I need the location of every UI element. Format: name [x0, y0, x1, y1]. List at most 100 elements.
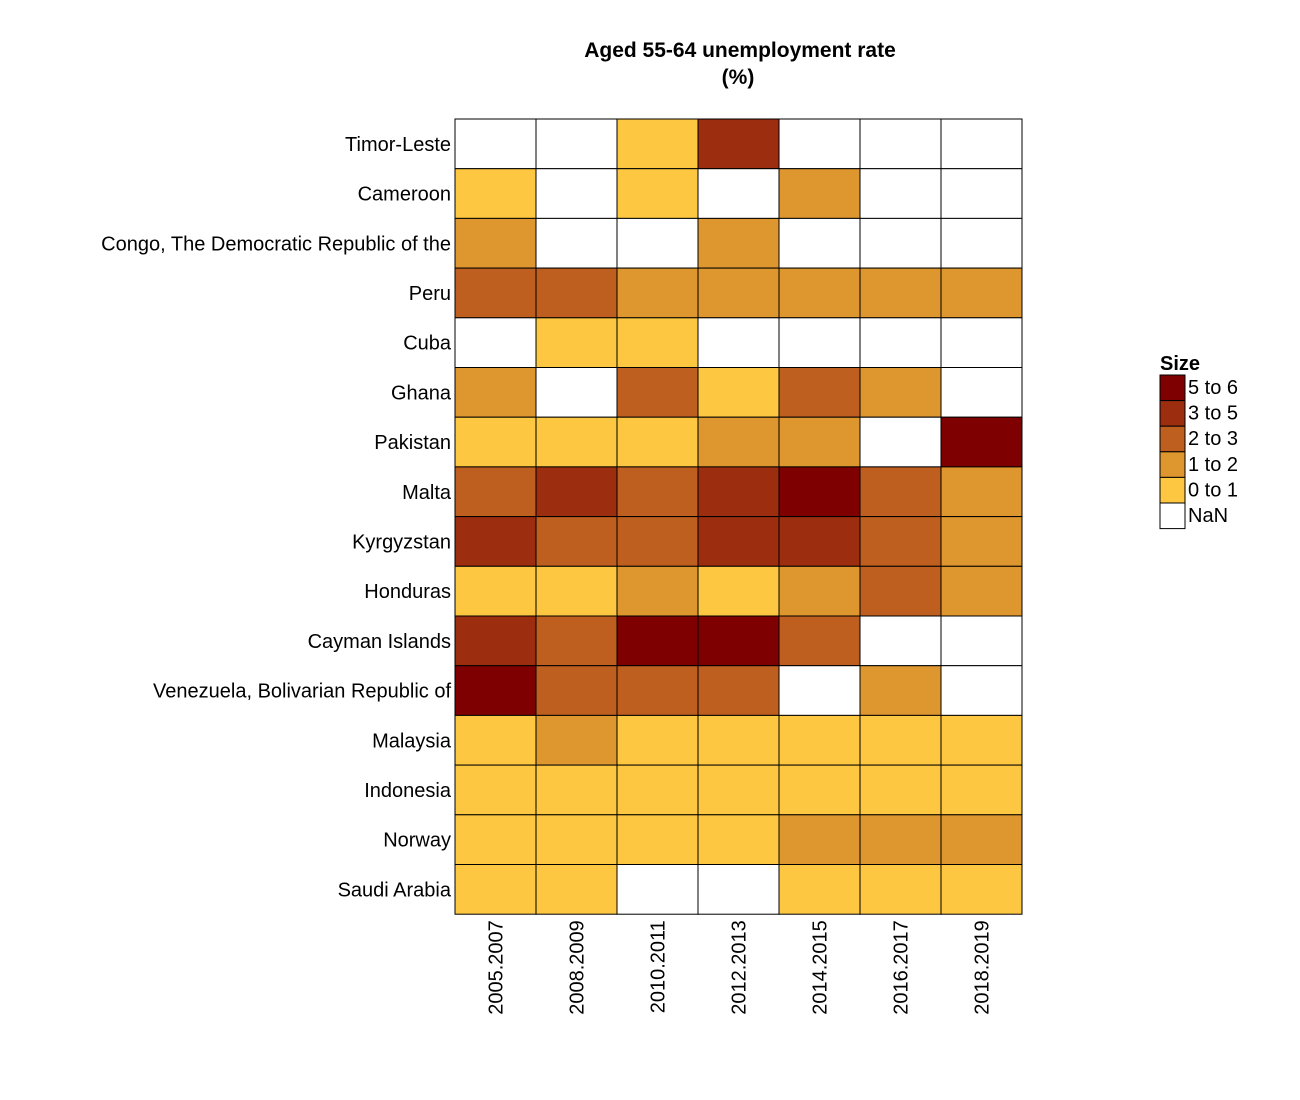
heatmap-cell — [940, 565, 1023, 617]
legend-label: 0 to 1 — [1188, 479, 1238, 501]
heatmap-cell — [454, 814, 537, 865]
heatmap-cell — [454, 714, 537, 766]
heatmap-cell — [535, 864, 618, 915]
heatmap-cell — [454, 168, 537, 219]
heatmap-cell — [616, 416, 699, 468]
heatmap-cell — [454, 665, 537, 716]
heatmap-cell — [697, 814, 780, 865]
row-label: Saudi Arabia — [338, 879, 452, 901]
heatmap-cell — [697, 416, 780, 468]
heatmap-cell — [697, 864, 780, 915]
legend-label: 5 to 6 — [1188, 377, 1238, 399]
heatmap-cell — [940, 864, 1023, 915]
heatmap-cell — [778, 267, 861, 319]
heatmap-cell — [859, 615, 942, 667]
legend-swatch — [1159, 400, 1186, 427]
heatmap-cell — [859, 814, 942, 865]
legend: Size 5 to 6 3 to 5 2 to 3 1 to 2 0 to 1 NaN — [1159, 353, 1238, 530]
row-label: Norway — [383, 830, 451, 852]
heatmap-cell — [616, 665, 699, 716]
column-label: 2005.2007 — [486, 920, 508, 1015]
row-label: Cuba — [403, 333, 452, 355]
heatmap-cell — [778, 665, 861, 716]
heatmap-cell — [454, 317, 537, 368]
heatmap-cell — [697, 466, 780, 518]
heatmap-cell — [859, 665, 942, 716]
chart-title: Aged 55-64 unemployment rate — [584, 39, 896, 62]
heatmap-cell — [454, 764, 537, 816]
legend-swatch — [1159, 451, 1186, 478]
heatmap-cell — [535, 416, 618, 468]
heatmap-cell — [454, 565, 537, 617]
heatmap-cell — [616, 317, 699, 368]
heatmap-cell — [697, 168, 780, 219]
row-label: Peru — [409, 283, 451, 305]
row-label: Timor-Leste — [345, 134, 451, 156]
heatmap-cell — [778, 168, 861, 219]
heatmap-cell — [535, 367, 618, 418]
heatmap-cell — [778, 118, 861, 170]
heatmap-cell — [940, 267, 1023, 319]
heatmap-cell — [535, 565, 618, 617]
heatmap-cell — [940, 466, 1023, 518]
heatmap-cell — [859, 864, 942, 915]
heatmap-cell — [940, 516, 1023, 567]
heatmap-cells — [454, 118, 1023, 915]
heatmap-cell — [859, 714, 942, 766]
heatmap-cell — [535, 466, 618, 518]
heatmap-cell — [535, 317, 618, 368]
heatmap-cell — [535, 516, 618, 567]
heatmap-cell — [535, 814, 618, 865]
row-label: Honduras — [364, 581, 451, 603]
heatmap-cell — [940, 168, 1023, 219]
heatmap-cell — [859, 516, 942, 567]
row-label: Cameroon — [358, 184, 451, 206]
column-label: 2018.2019 — [972, 920, 994, 1015]
row-label: Kyrgyzstan — [352, 531, 451, 553]
heatmap-cell — [454, 118, 537, 170]
heatmap-cell — [454, 217, 537, 269]
heatmap-cell — [697, 516, 780, 567]
heatmap-cell — [778, 217, 861, 269]
heatmap-cell — [616, 168, 699, 219]
legend-swatch — [1159, 374, 1186, 402]
heatmap-cell — [859, 267, 942, 319]
heatmap-cell — [616, 367, 699, 418]
heatmap-cell — [778, 516, 861, 567]
heatmap-cell — [940, 317, 1023, 368]
heatmap-cell — [616, 714, 699, 766]
legend-label: 2 to 3 — [1188, 428, 1238, 450]
heatmap-cell — [859, 764, 942, 816]
column-label: 2010.2011 — [648, 920, 670, 1013]
heatmap-cell — [454, 367, 537, 418]
heatmap-cell — [535, 714, 618, 766]
heatmap-cell — [535, 118, 618, 170]
heatmap-cell — [778, 565, 861, 617]
heatmap-cell — [535, 168, 618, 219]
heatmap-cell — [697, 764, 780, 816]
heatmap-cell — [454, 615, 537, 667]
heatmap-cell — [778, 367, 861, 418]
row-label: Pakistan — [374, 432, 451, 454]
heatmap-cell — [940, 814, 1023, 865]
heatmap-cell — [940, 416, 1023, 468]
column-label: 2012.2013 — [729, 920, 751, 1015]
chart-subtitle: (%) — [722, 66, 755, 89]
heatmap-cell — [859, 367, 942, 418]
heatmap-cell — [778, 814, 861, 865]
heatmap-cell — [454, 267, 537, 319]
heatmap-cell — [940, 615, 1023, 667]
heatmap-cell — [778, 615, 861, 667]
heatmap-cell — [616, 764, 699, 816]
heatmap-cell — [859, 168, 942, 219]
heatmap-cell — [940, 367, 1023, 418]
heatmap-cell — [778, 466, 861, 518]
legend-swatch — [1159, 425, 1186, 453]
heatmap-cell — [697, 714, 780, 766]
heatmap-cell — [616, 267, 699, 319]
heatmap-cell — [697, 317, 780, 368]
heatmap-cell — [535, 764, 618, 816]
heatmap-cell — [697, 118, 780, 170]
heatmap-cell — [616, 864, 699, 915]
